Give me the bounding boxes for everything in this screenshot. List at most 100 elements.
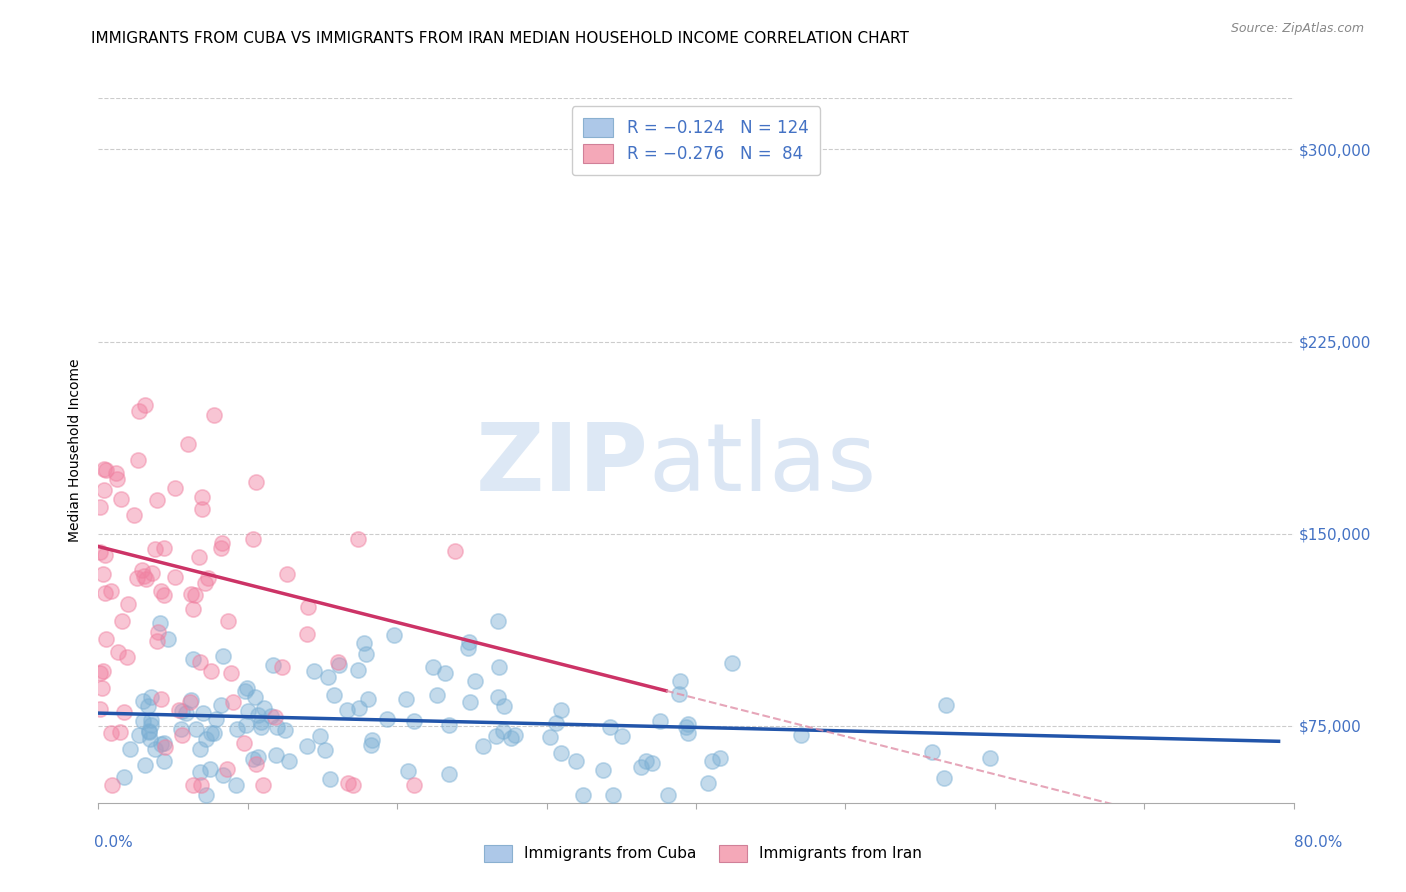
Point [486, 690, 509, 704]
Point [152, 736, 174, 750]
Point [180, 693, 202, 707]
Point [215, 762, 238, 776]
Point [675, 720, 697, 734]
Point [250, 720, 273, 734]
Point [219, 665, 242, 680]
Point [170, 728, 193, 742]
Point [264, 710, 287, 724]
Point [181, 652, 204, 666]
Point [433, 666, 456, 681]
Point [209, 541, 232, 555]
Point [328, 658, 350, 673]
Point [93, 462, 115, 476]
Point [200, 664, 222, 678]
Point [211, 535, 233, 549]
Point [361, 732, 384, 747]
Point [242, 752, 264, 766]
Point [128, 404, 150, 418]
Point [180, 587, 202, 601]
Point [132, 714, 155, 729]
Point [544, 715, 567, 730]
Point [131, 563, 153, 577]
Point [212, 648, 235, 663]
Point [110, 492, 132, 507]
Point [197, 571, 219, 585]
Point [934, 771, 956, 785]
Point [176, 437, 198, 451]
Point [132, 694, 155, 708]
Point [297, 599, 319, 614]
Point [678, 726, 700, 740]
Point [471, 739, 494, 753]
Point [114, 770, 136, 784]
Point [107, 644, 129, 658]
Point [347, 663, 370, 677]
Point [194, 788, 217, 802]
Point [242, 532, 264, 546]
Point [153, 541, 176, 555]
Point [89, 500, 111, 514]
Point [260, 709, 283, 723]
Point [550, 746, 572, 760]
Point [186, 722, 208, 736]
Point [225, 723, 247, 737]
Point [120, 742, 142, 756]
Point [250, 714, 273, 729]
Point [236, 705, 259, 719]
Point [979, 751, 1001, 765]
Point [96, 463, 118, 477]
Point [170, 704, 193, 718]
Point [94, 632, 117, 646]
Point [602, 788, 624, 802]
Point [149, 692, 172, 706]
Point [149, 584, 172, 599]
Point [336, 703, 359, 717]
Point [146, 624, 169, 639]
Point [188, 764, 211, 779]
Point [246, 707, 269, 722]
Point [550, 703, 572, 717]
Point [443, 543, 465, 558]
Point [143, 742, 166, 756]
Point [101, 778, 124, 792]
Point [437, 718, 460, 732]
Point [235, 717, 257, 731]
Point [697, 776, 720, 790]
Point [314, 743, 336, 757]
Point [789, 728, 811, 742]
Point [402, 714, 425, 728]
Point [209, 698, 232, 713]
Point [193, 706, 215, 721]
Point [648, 714, 671, 728]
Point [245, 757, 267, 772]
Point [252, 778, 274, 792]
Point [276, 566, 298, 581]
Text: Source: ZipAtlas.com: Source: ZipAtlas.com [1230, 22, 1364, 36]
Point [612, 729, 634, 743]
Point [422, 659, 444, 673]
Point [194, 575, 217, 590]
Point [247, 750, 270, 764]
Point [353, 636, 375, 650]
Point [571, 788, 593, 802]
Text: 0.0%: 0.0% [94, 836, 134, 850]
Point [233, 683, 256, 698]
Point [485, 729, 508, 743]
Point [149, 615, 172, 630]
Point [188, 742, 211, 756]
Point [139, 713, 162, 727]
Point [153, 589, 176, 603]
Point [167, 703, 190, 717]
Point [190, 655, 212, 669]
Point [347, 532, 370, 546]
Point [499, 731, 522, 746]
Point [163, 570, 186, 584]
Point [458, 695, 481, 709]
Y-axis label: Median Household Income: Median Household Income [69, 359, 83, 542]
Point [360, 738, 382, 752]
Point [107, 472, 129, 486]
Text: ZIP: ZIP [475, 418, 648, 510]
Point [122, 508, 145, 522]
Point [174, 706, 197, 720]
Point [342, 778, 364, 792]
